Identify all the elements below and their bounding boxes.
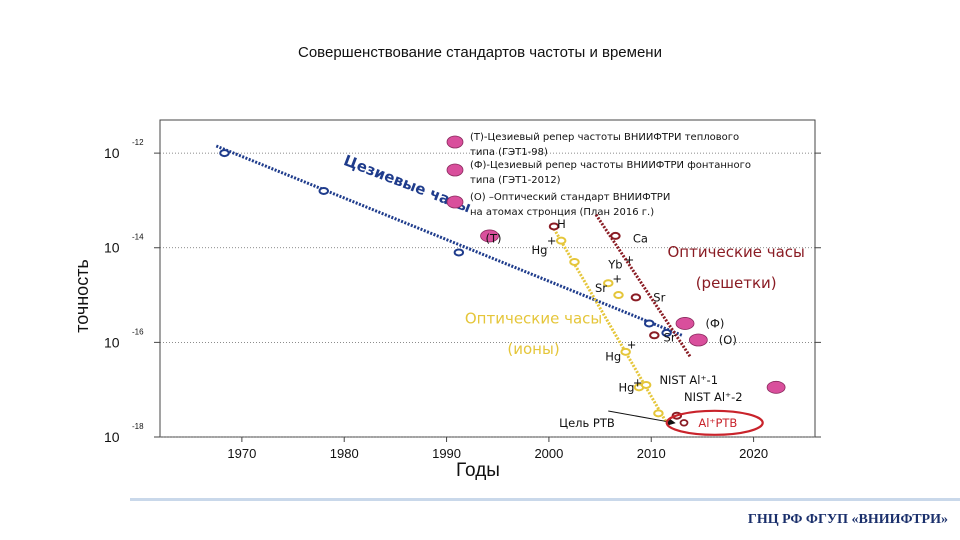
series-label: Оптические часы [668, 243, 805, 261]
series-e5c63a [552, 228, 668, 424]
point-label: H [557, 217, 566, 231]
data-point [661, 328, 672, 337]
data-point [318, 186, 329, 195]
legend-marker [446, 135, 464, 149]
point-label: (О) [719, 333, 737, 347]
data-point [219, 149, 230, 158]
pink-marker [480, 229, 499, 243]
x-tick-label: 1990 [432, 446, 461, 461]
point-label: Yb [607, 257, 622, 271]
y-tick-base: 10 [104, 145, 120, 161]
data-point [679, 419, 689, 427]
y-tick-base: 10 [104, 240, 120, 256]
legend-entry-text: (О) –Оптический стандарт ВНИИФТРИ [470, 192, 670, 203]
point-label: Sr [664, 331, 676, 345]
y-tick-base: 10 [104, 429, 120, 445]
point-label: (Ф) [705, 316, 724, 330]
legend-entry-text: (Ф)-Цезиевый репер частоты ВНИИФТРИ фонт… [470, 160, 751, 171]
point-label: + [625, 253, 635, 267]
series-1f3c8c [215, 144, 683, 337]
x-tick-label: 1970 [227, 446, 256, 461]
x-axis-label: Годы [456, 460, 500, 481]
pink-marker [766, 380, 786, 394]
y-tick-exponent: -16 [132, 327, 144, 336]
trend-line [552, 228, 668, 424]
y-tick-base: 10 [104, 334, 120, 350]
data-point [613, 291, 624, 300]
series-label: (ионы) [507, 340, 559, 358]
x-tick-label: 2010 [637, 446, 666, 461]
data-point [610, 231, 621, 240]
y-tick-exponent: -12 [132, 138, 144, 147]
point-label: Sr [653, 290, 665, 304]
series-8a1c24 [548, 213, 692, 420]
point-label: + [627, 338, 637, 352]
legend-entry-text: типа (ГЭТ1-2012) [470, 175, 561, 186]
point-label: NIST Al⁺-1 [659, 373, 718, 387]
y-tick-exponent: -18 [132, 422, 144, 431]
x-tick-label: 2020 [739, 446, 768, 461]
series-label: Оптические часы [465, 309, 602, 327]
data-point [653, 409, 664, 418]
data-point [548, 222, 560, 231]
point-label: + [547, 234, 557, 248]
point-label: Ca [633, 231, 648, 245]
chart-title: Совершенствование стандартов частоты и в… [298, 44, 662, 61]
target-arrow [608, 410, 676, 426]
data-point [555, 236, 567, 245]
point-label: Hg [619, 380, 635, 394]
y-axis-label: точность [72, 259, 92, 333]
data-point [649, 331, 660, 340]
data-point [630, 293, 642, 302]
legend-entry-text: типа (ГЭТ1-98) [470, 147, 548, 158]
target-ellipse [665, 409, 764, 436]
legend-entry-text: (Т)-Цезиевый репер частоты ВНИИФТРИ тепл… [470, 132, 739, 143]
data-point [569, 257, 580, 266]
point-label: Al⁺РТВ [698, 416, 737, 430]
footer-divider [130, 498, 960, 501]
pink-marker [688, 333, 708, 347]
point-label: + [612, 272, 622, 286]
x-tick-label: 1980 [330, 446, 359, 461]
point-label: Цель РТВ [559, 416, 615, 430]
data-point [603, 279, 614, 288]
point-label: Hg [605, 350, 621, 364]
data-point [640, 380, 652, 389]
point-label: Sr [595, 281, 607, 295]
point-label: (Т) [485, 231, 501, 245]
point-label: Hg [532, 243, 548, 257]
legend-marker [446, 195, 464, 209]
point-label: NIST Al⁺-2 [684, 390, 743, 404]
data-point [453, 248, 465, 257]
legend-marker [446, 163, 464, 177]
pink-marker [675, 317, 695, 330]
data-point [620, 347, 631, 356]
legend-entry-text: на атомах стронция (План 2016 г.) [470, 207, 654, 218]
data-point [644, 319, 655, 328]
legend: (Т)-Цезиевый репер частоты ВНИИФТРИ тепл… [446, 132, 751, 218]
series-label: (решетки) [696, 274, 777, 292]
y-tick-exponent: -14 [132, 233, 144, 242]
footer-org: ГНЦ РФ ФГУП «ВНИИФТРИ» [747, 512, 948, 527]
point-label: + [633, 376, 643, 390]
x-tick-label: 2000 [534, 446, 563, 461]
